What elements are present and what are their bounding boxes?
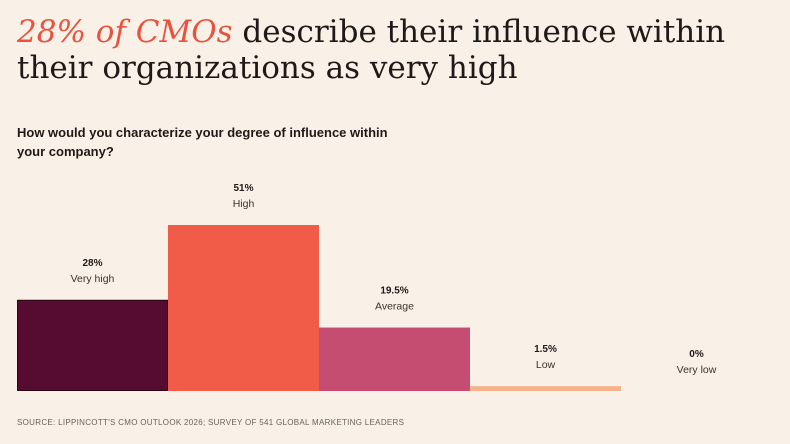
data-label: 28% (82, 258, 102, 269)
data-label: 1.5% (534, 344, 557, 355)
data-label: 51% (233, 183, 253, 194)
data-label: 0% (689, 349, 704, 360)
bar-low (470, 386, 621, 391)
headline-accent: 28% of CMOs (17, 14, 233, 50)
headline: 28% of CMOs describe their influence wit… (17, 14, 777, 86)
category-label: Very low (677, 364, 717, 376)
bar-average (319, 327, 470, 391)
category-label: Very high (71, 273, 115, 285)
chart-question: How would you characterize your degree o… (17, 125, 388, 159)
category-label: High (233, 198, 255, 210)
category-label: Low (536, 359, 556, 371)
bar-high (168, 225, 319, 391)
category-label: Average (375, 301, 414, 313)
bar-outline (17, 299, 168, 391)
headline-rest: describe their influence within their or… (17, 14, 726, 86)
source-note: SOURCE: LIPPINCOTT'S CMO OUTLOOK 2026; S… (17, 418, 405, 427)
data-label: 19.5% (380, 286, 408, 297)
bar-very-high (17, 299, 168, 391)
